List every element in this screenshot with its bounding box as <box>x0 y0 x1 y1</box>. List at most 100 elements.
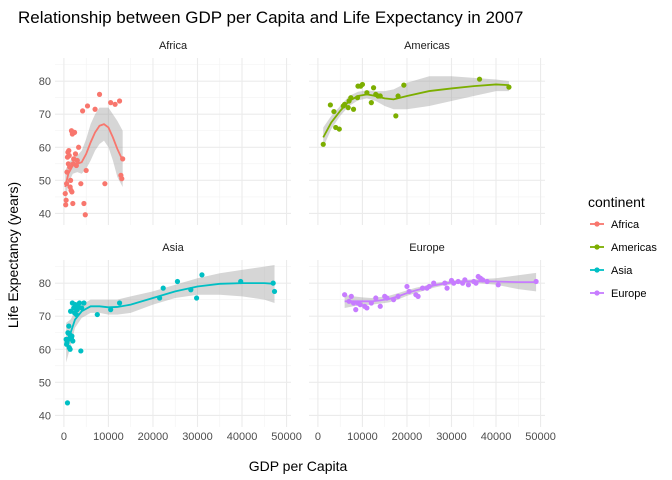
data-point <box>345 105 351 111</box>
data-point <box>533 278 539 285</box>
data-point <box>404 283 410 290</box>
legend-entry-asia: Asia <box>590 265 633 277</box>
data-point <box>74 157 80 164</box>
data-point <box>393 113 399 119</box>
data-point <box>62 190 68 197</box>
data-point <box>63 181 70 187</box>
data-point <box>346 298 352 304</box>
legend-entry-africa: Africa <box>590 219 640 231</box>
data-point <box>395 293 401 299</box>
data-point <box>350 106 357 112</box>
x-tick-label: 20000 <box>392 431 423 443</box>
data-point <box>112 101 118 107</box>
data-point <box>444 285 450 291</box>
facet-panel-asia: Asia 40 50 60 70 80 0 10000 20000 30000 40000 50000 <box>39 242 302 443</box>
data-point <box>426 283 432 290</box>
data-point <box>120 156 126 162</box>
data-point <box>455 278 461 285</box>
data-point <box>108 307 114 313</box>
data-point <box>406 288 412 295</box>
y-tick-label: 60 <box>39 344 51 356</box>
data-point <box>94 311 100 318</box>
facet-strip-label: Americas <box>404 40 450 52</box>
x-tick-label: 40000 <box>481 431 512 443</box>
data-point <box>415 293 421 299</box>
x-tick-label: 50000 <box>271 431 302 443</box>
x-tick-label: 10000 <box>93 431 124 443</box>
data-point <box>370 85 377 91</box>
y-tick-label: 70 <box>39 311 51 323</box>
y-tick-label: 50 <box>39 377 51 389</box>
data-point <box>348 95 354 101</box>
data-point <box>64 169 70 175</box>
data-point <box>174 278 181 285</box>
x-tick-label: 30000 <box>182 431 213 443</box>
data-point <box>348 293 354 299</box>
x-tick-label: 50000 <box>525 431 556 443</box>
data-point <box>71 129 78 136</box>
x-tick-label: 40000 <box>227 431 258 443</box>
data-point <box>368 100 374 106</box>
data-point <box>327 102 333 108</box>
y-tick-label: 60 <box>39 142 51 154</box>
data-point <box>495 282 501 288</box>
data-point <box>476 76 483 82</box>
data-point <box>119 176 125 182</box>
facet-panels: Africa 40 50 60 70 80 Americas Asia 40 50 60 70 80 0 1… <box>39 40 556 443</box>
data-point <box>377 303 383 309</box>
data-point <box>67 308 74 314</box>
data-point <box>79 305 85 311</box>
data-point <box>395 93 401 99</box>
data-point <box>76 144 82 150</box>
x-tick-label: 30000 <box>436 431 467 443</box>
facet-strip-label: Africa <box>159 40 188 52</box>
legend-dot <box>594 221 600 227</box>
legend-dot <box>594 244 600 250</box>
x-tick-label: 10000 <box>347 431 378 443</box>
facet-strip-label: Asia <box>162 242 184 254</box>
data-point <box>473 280 479 286</box>
data-point <box>80 108 86 114</box>
data-point <box>73 311 79 318</box>
data-point <box>271 288 278 295</box>
data-point <box>342 292 348 298</box>
data-point <box>66 323 72 329</box>
data-point <box>451 280 457 286</box>
data-point <box>66 147 72 154</box>
data-point <box>83 167 89 174</box>
y-tick-label: 70 <box>39 109 51 121</box>
data-point <box>465 282 472 288</box>
data-point <box>377 93 383 99</box>
legend-label: Asia <box>611 265 633 277</box>
data-point <box>96 91 103 97</box>
y-tick-label: 40 <box>39 208 51 220</box>
data-point <box>353 307 359 313</box>
data-point <box>419 285 426 291</box>
facet-panel-americas: Americas <box>309 40 545 225</box>
data-point <box>84 103 91 109</box>
data-point <box>270 280 276 286</box>
data-point <box>391 297 397 303</box>
confidence-band <box>65 107 123 204</box>
data-point <box>108 100 114 106</box>
data-point <box>354 95 361 101</box>
data-point <box>81 200 87 207</box>
data-point <box>331 108 337 115</box>
data-point <box>342 101 348 107</box>
data-point <box>442 280 448 286</box>
y-tick-label: 50 <box>39 175 51 187</box>
confidence-band <box>66 264 275 363</box>
data-point <box>67 346 73 352</box>
y-tick-label: 80 <box>39 278 51 290</box>
data-point <box>70 200 76 207</box>
data-point <box>64 400 71 406</box>
data-point <box>373 295 379 301</box>
data-point <box>480 277 486 283</box>
data-point <box>82 212 88 218</box>
data-point <box>384 295 390 301</box>
legend: continent Africa Americas Asia Europe <box>588 194 657 300</box>
chart-title: Relationship between GDP per Capita and … <box>18 8 523 27</box>
data-point <box>116 98 123 104</box>
data-point <box>69 189 75 195</box>
x-tick-label: 0 <box>61 431 67 443</box>
